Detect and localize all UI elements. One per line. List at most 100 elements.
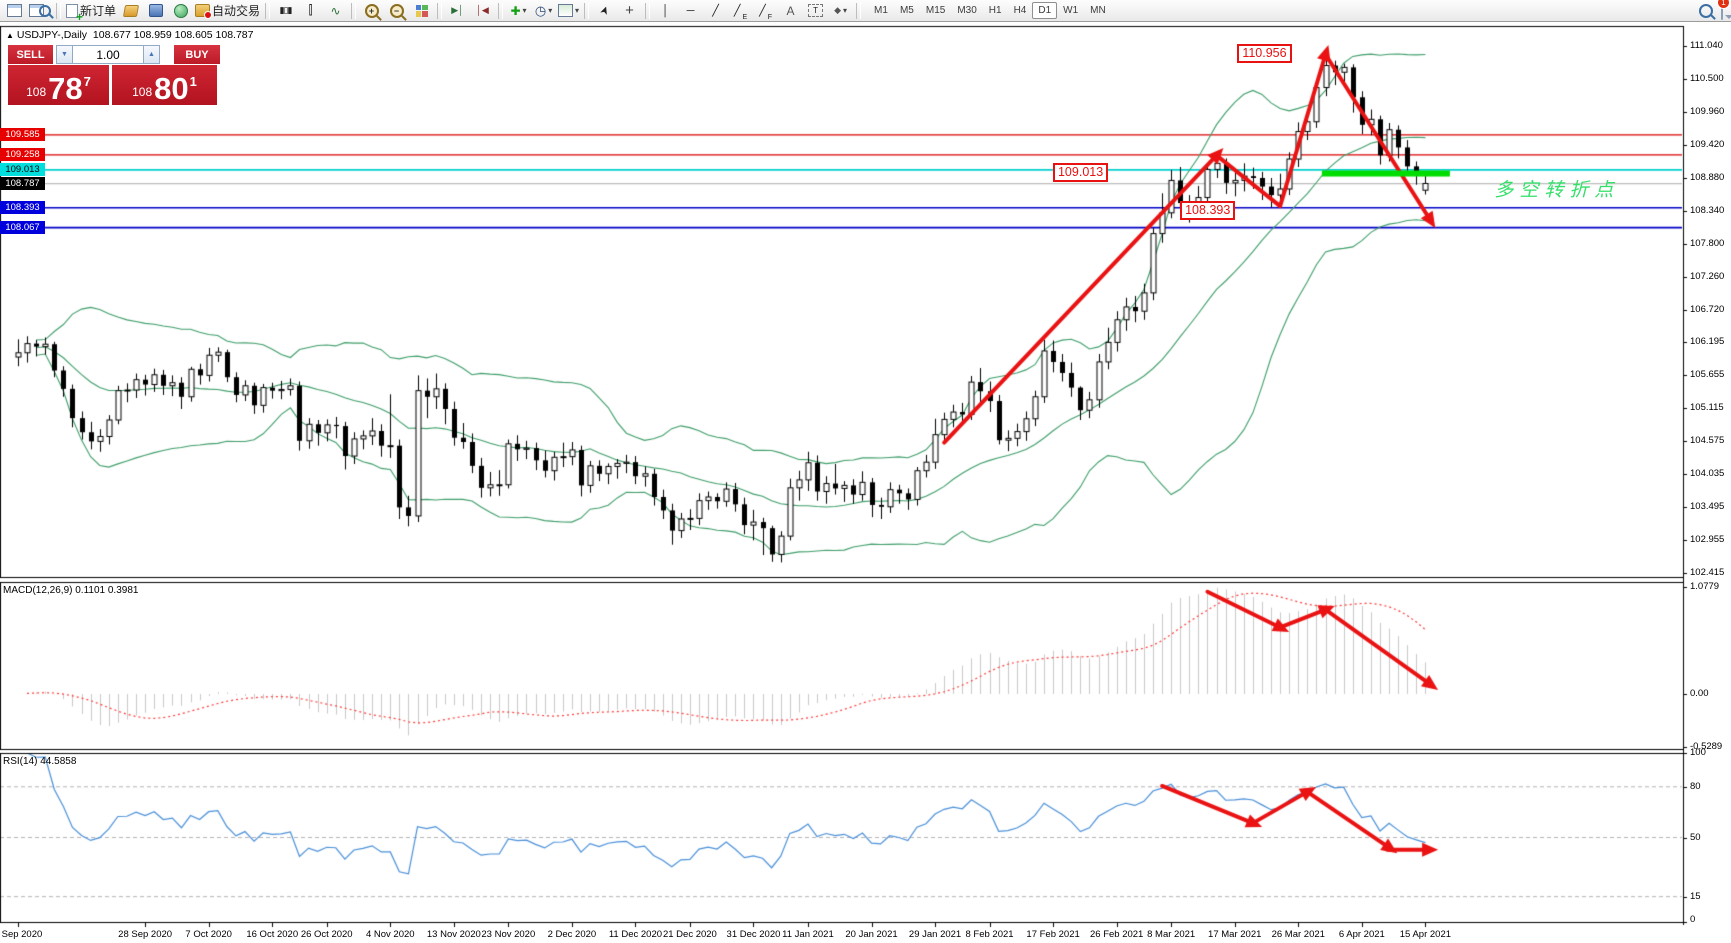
rsi-tick-label: 0 [1690, 914, 1696, 925]
horizontal-line-icon: ─ [686, 4, 695, 17]
new-order-button[interactable]: 新订单 [64, 1, 118, 24]
channel-icon: ╱ [733, 5, 741, 17]
buy-price-prefix: 108 [132, 85, 153, 99]
sell-button[interactable]: SELL [8, 45, 53, 64]
auto-scroll-button[interactable]: ▶│ [445, 1, 470, 21]
notification-badge: 1 [1717, 0, 1730, 9]
sell-price-pip: 7 [83, 74, 91, 89]
search-icon[interactable] [1699, 3, 1713, 18]
timeframe-strip: M1 M5 M15 M30 H1 H4 D1 W1 MN [868, 2, 1112, 19]
templates-button[interactable]: ▾ [556, 1, 581, 21]
vertical-line-icon: │ [662, 4, 669, 17]
news-button[interactable] [168, 1, 193, 21]
tab-m5[interactable]: M5 [899, 5, 914, 16]
text-label-button[interactable]: T [803, 1, 828, 21]
chart-shift-icon: │◀ [476, 5, 489, 15]
price-tick-label: 108.880 [1690, 171, 1725, 183]
autotrading-button[interactable]: 自动交易 [193, 1, 262, 21]
chat-button[interactable]: 1 [1717, 0, 1730, 20]
crosshair-button[interactable]: + [625, 1, 634, 19]
profiles-button[interactable] [27, 1, 53, 21]
annotation-price-support[interactable]: 109.013 [1052, 162, 1109, 182]
annotation-price-high[interactable]: 110.956 [1237, 43, 1292, 63]
cursor-button[interactable]: ➤ [592, 1, 617, 21]
line-chart-button[interactable]: ∿ [323, 1, 348, 21]
date-tick-label: 15 Apr 2021 [1399, 929, 1452, 940]
channel-button[interactable]: ╱ E [728, 1, 753, 21]
price-badge: 109.585 [0, 128, 45, 142]
fibonacci-button[interactable]: ╱ F [753, 1, 778, 21]
tab-m15[interactable]: M15 [925, 5, 946, 16]
chart-overlay: ▲ USDJPY-,Daily 108.677 108.959 108.605 … [0, 22, 1731, 943]
toolbar-separator [645, 2, 651, 19]
sell-price-display[interactable]: 108 78 7 [8, 65, 109, 105]
periods-button[interactable]: ◷ ▾ [531, 1, 556, 21]
date-tick-label: 20 Jan 2021 [845, 929, 898, 940]
tab-d1[interactable]: D1 [1032, 2, 1058, 19]
buy-button[interactable]: BUY [174, 45, 220, 64]
chart-window-icon [7, 4, 22, 17]
macd-tick-label: 1.0779 [1690, 580, 1720, 592]
bar-chart-button[interactable]: ▮▯▮ [273, 1, 298, 21]
date-tick-label: 23 Nov 2020 [481, 929, 536, 940]
volume-increase-button[interactable]: ▲ [143, 45, 160, 64]
metaeditor-button[interactable] [118, 1, 143, 21]
tile-windows-button[interactable] [409, 1, 434, 21]
tab-m1[interactable]: M1 [874, 5, 888, 16]
horizontal-line-button[interactable]: ─ [678, 1, 703, 21]
price-tick-label: 108.340 [1690, 204, 1725, 216]
date-tick-label: 17 Feb 2021 [1026, 929, 1080, 940]
terminal-button[interactable] [143, 1, 168, 21]
indicators-button[interactable]: ✚ ▾ [506, 1, 531, 21]
price-tick-label: 107.800 [1690, 237, 1725, 249]
date-tick-label: 11 Dec 2020 [608, 929, 663, 940]
toolbar-separator [856, 2, 862, 19]
price-tick-label: 106.720 [1690, 303, 1725, 315]
vertical-line-button[interactable]: │ [653, 1, 678, 21]
tab-h1[interactable]: H1 [988, 5, 1002, 16]
date-tick-label: 2 Dec 2020 [547, 929, 597, 940]
zoom-out-icon: − [389, 3, 404, 18]
new-chart-button[interactable] [2, 1, 27, 21]
text-button[interactable]: A [778, 1, 803, 21]
price-tick-label: 109.420 [1690, 138, 1725, 150]
zoom-in-icon: + [364, 3, 379, 18]
chart-shift-button[interactable]: │◀ [470, 1, 495, 21]
rsi-label: RSI(14) 44.5858 [3, 756, 77, 767]
volume-input[interactable] [73, 45, 143, 64]
date-tick-label: 8 Mar 2021 [1147, 929, 1196, 940]
date-tick-label: 26 Feb 2021 [1089, 929, 1144, 940]
tab-mn[interactable]: MN [1090, 5, 1106, 16]
candle-chart-button[interactable]: ⫿ [298, 1, 323, 21]
sell-price-prefix: 108 [26, 85, 47, 99]
tab-m30[interactable]: M30 [957, 5, 977, 16]
sell-price-big: 78 [48, 71, 83, 107]
zoom-in-button[interactable]: + [359, 1, 384, 21]
trendline-button[interactable]: ╱ [703, 1, 728, 21]
new-order-icon [66, 3, 83, 24]
date-tick-label: 31 Dec 2020 [726, 929, 781, 940]
toolbar: 新订单 自动交易 ▮▯▮ ⫿ ∿ + − ▶│ │◀ ✚▾ ◷▾ ▾ ➤ + │… [0, 0, 1731, 24]
buy-price-display[interactable]: 108 80 1 [112, 65, 217, 105]
price-tick-label: 110.500 [1690, 72, 1724, 84]
chart-selector-icon[interactable]: ▲ [6, 31, 14, 40]
arrows-button[interactable]: ◆ ▾ [828, 1, 853, 21]
date-tick-label: 17 Mar 2021 [1208, 929, 1262, 940]
price-chart-canvas[interactable] [0, 22, 1731, 943]
date-tick-label: 26 Oct 2020 [300, 929, 353, 940]
candle-chart-icon: ⫿ [308, 3, 313, 17]
annotation-price-low[interactable]: 108.393 [1180, 201, 1236, 221]
toolbar-right-group: 1 [1699, 0, 1731, 20]
price-tick-label: 107.260 [1690, 270, 1725, 282]
channel-sub-label: E [742, 13, 748, 21]
tab-w1[interactable]: W1 [1063, 5, 1079, 16]
volume-decrease-button[interactable]: ▼ [56, 45, 73, 64]
trendline-icon: ╱ [712, 5, 719, 17]
annotation-note-text[interactable]: 多空转折点 [1494, 179, 1620, 201]
date-tick-label: 29 Jan 2021 [908, 929, 962, 940]
tab-h4[interactable]: H4 [1013, 5, 1027, 16]
date-tick-label: 16 Oct 2020 [246, 929, 299, 940]
globe-icon [173, 3, 188, 18]
toolbar-separator [351, 2, 357, 19]
zoom-out-button[interactable]: − [384, 1, 409, 21]
